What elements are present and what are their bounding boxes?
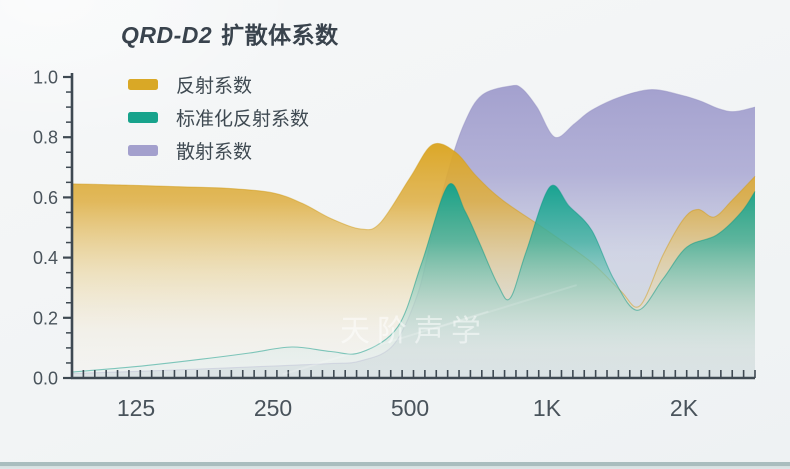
y-axis-label: 0.2: [33, 308, 58, 328]
y-axis-label: 1.0: [33, 68, 58, 88]
chart-title-suffix: 扩散体系数: [221, 22, 339, 48]
coefficient-area-chart: 0.0 0.2 0.4 0.6 0.8 1.0 125 250 500 1K 2K: [33, 68, 756, 421]
legend-item-scattering: 散射系数: [128, 140, 309, 163]
scattering-swatch-icon: [128, 144, 158, 156]
legend: 反射系数 标准化反射系数 散射系数: [128, 74, 309, 173]
y-axis-label: 0.0: [33, 369, 58, 389]
legend-label-reflection: 反射系数: [176, 75, 253, 97]
y-axis-label: 0.8: [33, 128, 58, 148]
chart-title: QRD-D2 扩散体系数: [121, 16, 339, 50]
x-axis-label: 250: [254, 395, 292, 421]
x-axis-label: 1K: [533, 395, 562, 421]
chart-title-model: QRD-D2: [121, 22, 213, 48]
x-axis-label: 2K: [670, 395, 699, 421]
x-axis-label: 125: [117, 395, 155, 421]
legend-item-normalized-reflection: 标准化反射系数: [128, 107, 309, 130]
legend-label-normalized-reflection: 标准化反射系数: [176, 108, 310, 130]
normalized-reflection-swatch-icon: [128, 111, 158, 123]
legend-label-scattering: 散射系数: [176, 141, 253, 163]
x-axis-label: 500: [391, 395, 429, 421]
y-axis-label: 0.6: [33, 188, 58, 208]
reflection-swatch-icon: [128, 78, 158, 90]
bottom-accent-bar: [0, 462, 790, 469]
y-axis-label: 0.4: [33, 248, 58, 268]
legend-item-reflection: 反射系数: [128, 74, 309, 97]
